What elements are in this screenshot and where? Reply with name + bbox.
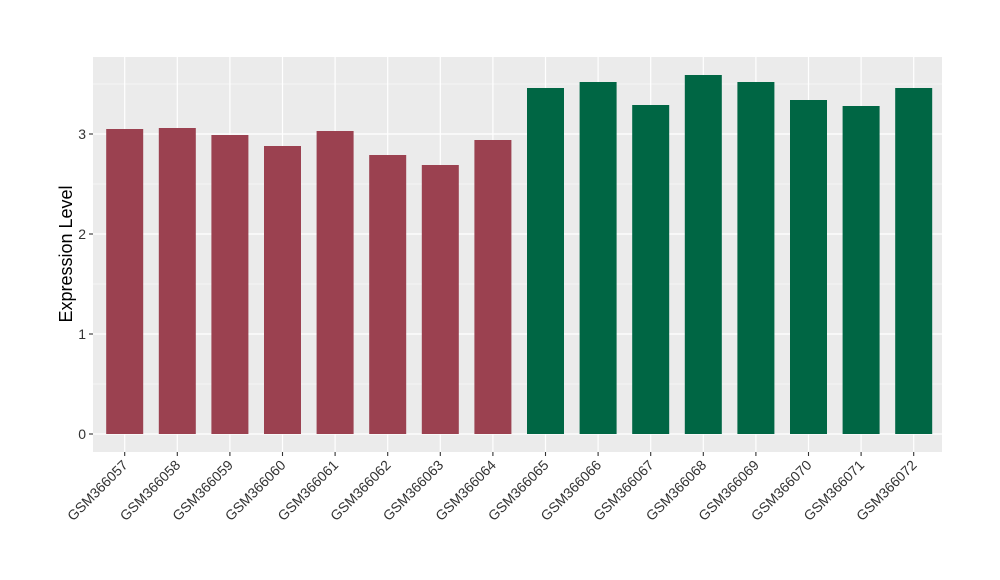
bar-GSM366065 [527, 88, 564, 434]
bar-GSM366063 [421, 165, 459, 434]
bars [106, 75, 933, 434]
y-tick-label: 3 [78, 126, 86, 142]
bar-GSM366062 [369, 155, 407, 434]
bar-GSM366061 [316, 131, 354, 434]
y-axis: 0 1 2 3 [78, 126, 93, 442]
x-axis: GSM366057GSM366058GSM366059GSM366060GSM3… [64, 452, 920, 524]
bar-GSM366059 [211, 135, 249, 434]
y-tick-label: 0 [78, 426, 86, 442]
bar-GSM366067 [632, 105, 670, 434]
bar-GSM366066 [579, 82, 617, 434]
y-tick-label: 1 [78, 326, 86, 342]
bar-GSM366058 [158, 128, 196, 434]
bar-GSM366068 [684, 75, 722, 434]
bar-GSM366072 [895, 88, 933, 434]
bar-GSM366060 [264, 146, 301, 434]
y-tick-label: 2 [78, 226, 86, 242]
bar-GSM366057 [106, 129, 144, 434]
bar-GSM366064 [474, 140, 512, 434]
bar-GSM366071 [842, 106, 880, 434]
bar-GSM366070 [790, 100, 827, 434]
bar-GSM366069 [737, 82, 775, 434]
y-axis-title: Expression Level [56, 185, 76, 322]
